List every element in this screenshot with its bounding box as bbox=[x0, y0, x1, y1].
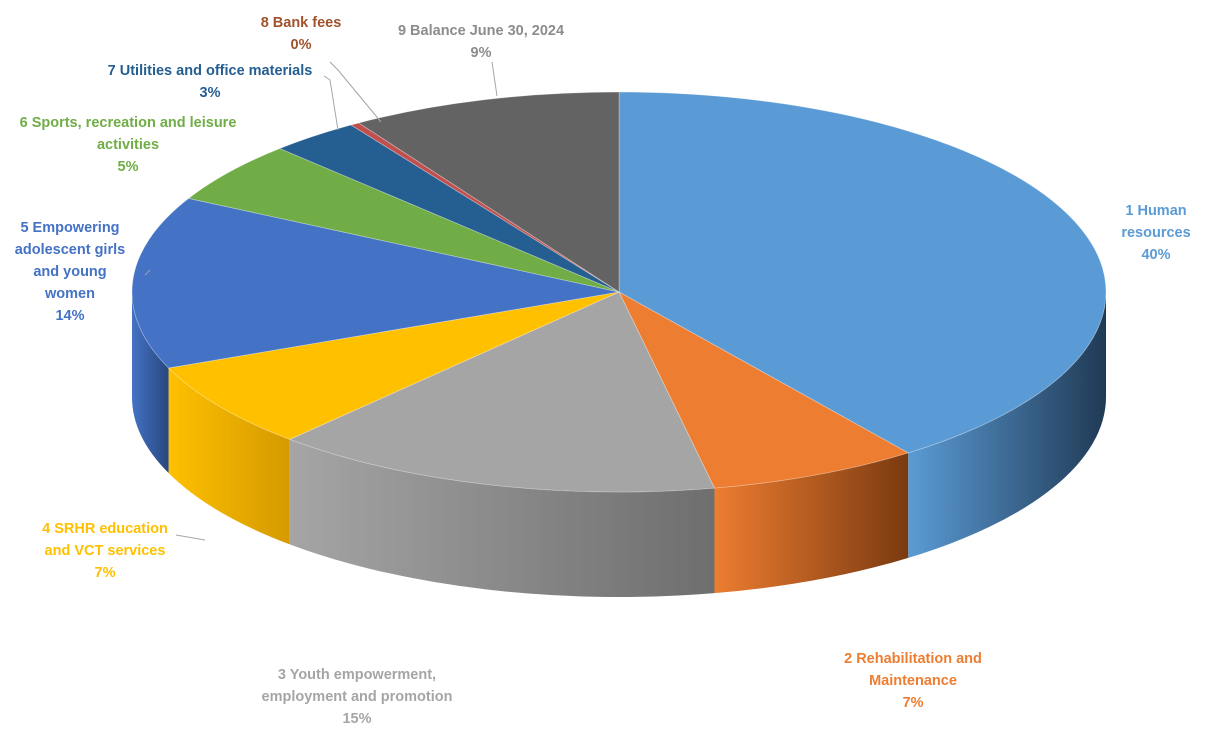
pie-slice-side-1 bbox=[908, 292, 1106, 558]
slice-label-2: 2 Rehabilitation and Maintenance 7% bbox=[844, 648, 982, 714]
slice-percent-label: 3% bbox=[199, 85, 221, 101]
slice-percent-label: 7% bbox=[94, 565, 116, 581]
leader-line-9 bbox=[491, 61, 498, 97]
slice-percent-label: 15% bbox=[342, 711, 372, 727]
slice-label-5: 5 Empowering adolescent girls and young … bbox=[15, 217, 125, 327]
pie-slice-3 bbox=[288, 291, 716, 493]
slice-percent-label: 5% bbox=[117, 159, 139, 175]
pie-slice-1 bbox=[618, 91, 1107, 454]
leader-line-8 bbox=[329, 61, 382, 123]
slice-label-text: 8 Bank fees bbox=[260, 15, 342, 31]
slice-label-text: 4 SRHR education and VCT services bbox=[42, 521, 168, 559]
slice-label-text: 9 Balance June 30, 2024 bbox=[397, 23, 565, 39]
slice-percent-label: 0% bbox=[290, 37, 312, 53]
slice-label-text: 2 Rehabilitation and Maintenance bbox=[844, 651, 982, 689]
slice-percent-label: 9% bbox=[470, 45, 492, 61]
pie-slice-side-4 bbox=[168, 368, 290, 545]
pie-slice-9 bbox=[357, 91, 620, 293]
slice-label-1: 1 Human resources 40% bbox=[1121, 200, 1192, 266]
leader-line-7 bbox=[323, 75, 339, 131]
slice-label-9: 9 Balance June 30, 2024 9% bbox=[398, 20, 564, 64]
pie-slice-6 bbox=[187, 148, 620, 293]
slice-percent-label: 7% bbox=[902, 695, 924, 711]
slice-label-text: 6 Sports, recreation and leisure activit… bbox=[19, 115, 237, 153]
pie-slice-side-2 bbox=[714, 452, 909, 594]
slice-label-text: 1 Human resources bbox=[1121, 203, 1191, 241]
slice-percent-label: 14% bbox=[55, 308, 85, 324]
slice-label-text: 5 Empowering adolescent girls and young … bbox=[14, 220, 126, 302]
leader-line-5 bbox=[144, 269, 151, 276]
slice-label-3: 3 Youth empowerment, employment and prom… bbox=[262, 664, 453, 730]
slice-label-4: 4 SRHR education and VCT services 7% bbox=[42, 518, 168, 584]
slice-percent-label: 40% bbox=[1141, 247, 1171, 263]
slice-label-text: 3 Youth empowerment, employment and prom… bbox=[261, 667, 453, 705]
pie-slice-4 bbox=[167, 291, 620, 440]
slice-label-8: 8 Bank fees 0% bbox=[261, 12, 342, 56]
pie-slice-2 bbox=[618, 291, 910, 489]
slice-label-text: 7 Utilities and office materials bbox=[107, 63, 313, 79]
slice-label-6: 6 Sports, recreation and leisure activit… bbox=[20, 112, 237, 178]
pie-slice-side-5 bbox=[132, 292, 169, 474]
leader-line-4 bbox=[175, 534, 206, 541]
pie-slice-7 bbox=[278, 124, 620, 293]
pie-slice-side-3 bbox=[289, 439, 715, 597]
slice-label-7: 7 Utilities and office materials 3% bbox=[108, 60, 313, 104]
pie-slice-5 bbox=[131, 197, 620, 369]
pie-slice-8 bbox=[350, 122, 620, 293]
